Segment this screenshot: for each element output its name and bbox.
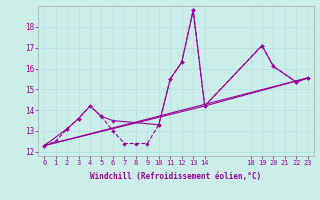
X-axis label: Windchill (Refroidissement éolien,°C): Windchill (Refroidissement éolien,°C) (91, 172, 261, 181)
